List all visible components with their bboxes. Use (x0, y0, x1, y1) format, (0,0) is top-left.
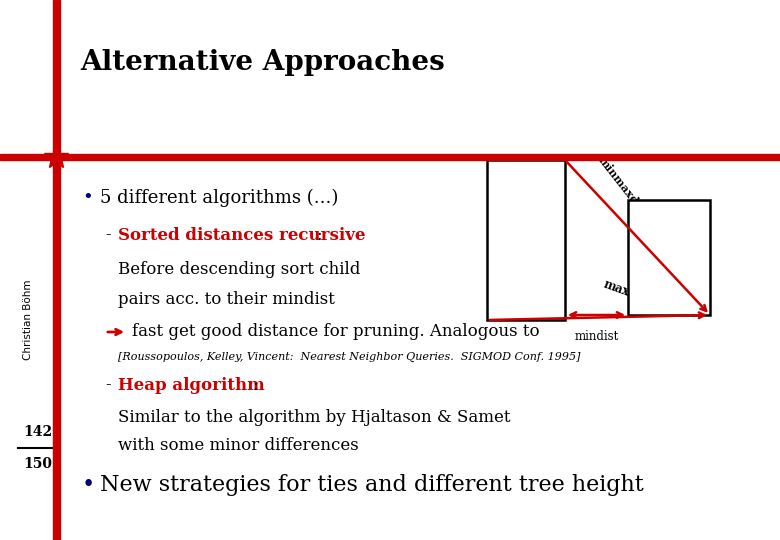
Text: Christian Böhm: Christian Böhm (23, 280, 33, 360)
Text: [Roussopoulos, Kelley, Vincent:  Nearest Neighbor Queries.  SIGMOD Conf. 1995]: [Roussopoulos, Kelley, Vincent: Nearest … (118, 352, 580, 362)
Text: :: : (316, 226, 321, 244)
Text: •: • (82, 474, 95, 496)
Text: Alternative Approaches: Alternative Approaches (80, 49, 445, 76)
Text: -: - (105, 226, 111, 244)
Bar (0, 154, 780, 160)
Text: 150: 150 (23, 457, 52, 471)
Text: Sorted distances recursive: Sorted distances recursive (118, 226, 366, 244)
Text: :: : (252, 376, 257, 394)
Bar (53, 0, 60, 540)
Bar (628, 200, 710, 315)
Text: minmaxdist: minmaxdist (596, 155, 650, 219)
Text: •: • (82, 189, 93, 207)
Text: New strategies for ties and different tree height: New strategies for ties and different tr… (100, 474, 644, 496)
Text: Before descending sort child: Before descending sort child (118, 261, 360, 279)
Text: with some minor differences: with some minor differences (118, 436, 359, 454)
Text: 142: 142 (23, 425, 52, 439)
Text: maxdist: maxdist (602, 278, 655, 307)
Text: 5 different algorithms (...): 5 different algorithms (...) (100, 189, 339, 207)
Text: mindist: mindist (574, 330, 619, 343)
Text: fast get good distance for pruning. Analogous to: fast get good distance for pruning. Anal… (132, 323, 540, 341)
Bar (487, 160, 565, 320)
Text: Heap algorithm: Heap algorithm (118, 376, 264, 394)
Text: Similar to the algorithm by Hjaltason & Samet: Similar to the algorithm by Hjaltason & … (118, 409, 510, 427)
Text: pairs acc. to their mindist: pairs acc. to their mindist (118, 292, 335, 308)
Text: -: - (105, 376, 111, 394)
